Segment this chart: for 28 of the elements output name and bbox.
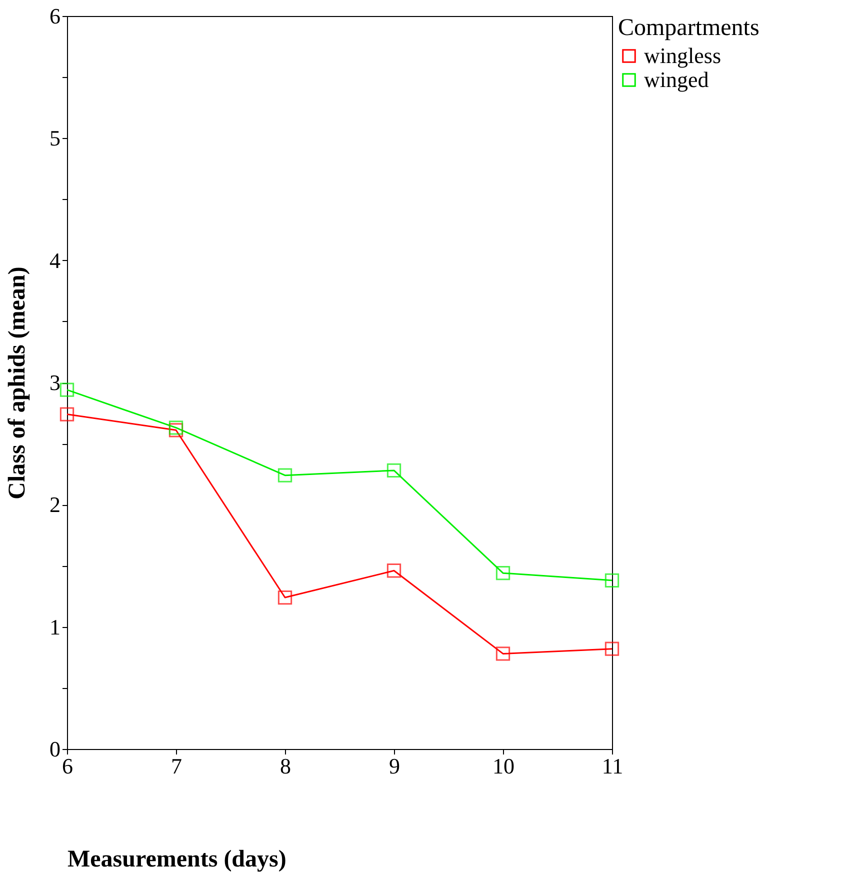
y-tick-label: 2 [50, 492, 60, 518]
y-axis-title: Class of aphids (mean) [4, 266, 30, 500]
legend-title: Compartments [618, 15, 760, 41]
point [278, 590, 292, 605]
point [60, 407, 74, 422]
x-axis-title: Measurements (days) [68, 846, 286, 872]
x-tick-label: 8 [280, 754, 291, 778]
y-tick-label: 5 [50, 126, 60, 151]
y-tick-label: 0 [50, 736, 60, 762]
x-tick-label: 9 [389, 754, 400, 778]
x-tick-label: 10 [492, 754, 514, 778]
y-tick-label: 3 [50, 370, 60, 395]
legend-label: wingless [644, 43, 721, 68]
legend-label: winged [644, 67, 709, 92]
point [386, 463, 402, 478]
point [60, 382, 74, 397]
y-tick-label: 1 [50, 614, 60, 640]
point [278, 468, 292, 482]
point [496, 646, 510, 661]
y-tick-label: 6 [50, 4, 60, 28]
y-tick-label: 4 [50, 248, 60, 273]
point [604, 642, 620, 656]
point [386, 564, 402, 578]
x-tick-label: 7 [171, 754, 182, 778]
point [496, 566, 510, 580]
point [168, 420, 184, 435]
point [604, 573, 620, 588]
x-tick-label: 11 [602, 754, 624, 778]
